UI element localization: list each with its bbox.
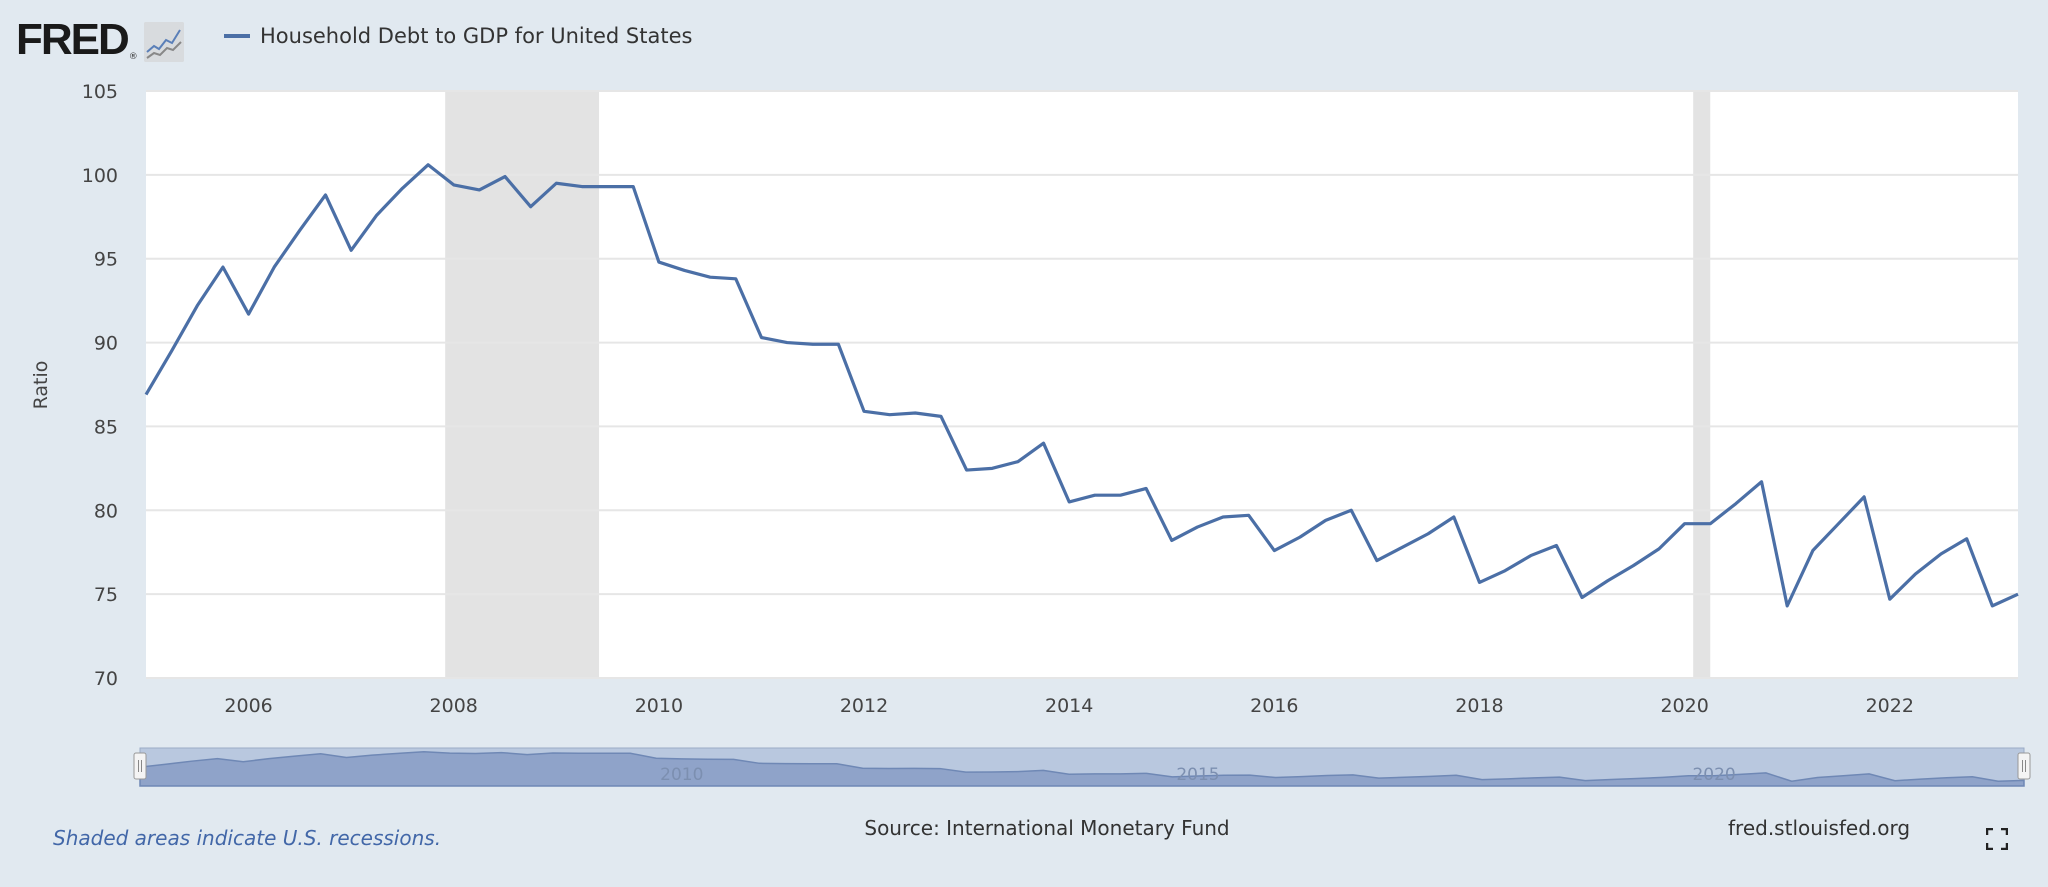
fred-logo-text: FRED <box>16 15 130 64</box>
y-tick-label: 90 <box>94 333 118 355</box>
recession-note: Shaded areas indicate U.S. recessions. <box>53 826 442 850</box>
fred-logo[interactable]: FRED ® <box>16 18 184 62</box>
navigator-handle-right[interactable] <box>2017 752 2031 780</box>
y-tick-label: 105 <box>82 81 118 103</box>
navigator-handle-left[interactable] <box>133 752 147 780</box>
navigator-label: 2020 <box>1692 765 1735 785</box>
navigator-label: 2015 <box>1176 765 1219 785</box>
chart-legend: Household Debt to GDP for United States <box>224 24 692 48</box>
source-text: Source: International Monetary Fund <box>864 816 1230 840</box>
y-tick-label: 95 <box>94 249 118 271</box>
x-tick-label: 2010 <box>635 695 683 717</box>
y-tick-label: 80 <box>94 500 118 522</box>
fullscreen-icon[interactable] <box>1986 828 2008 850</box>
y-tick-label: 75 <box>94 584 118 606</box>
y-tick-label: 85 <box>94 416 118 438</box>
y-tick-label: 70 <box>94 668 118 690</box>
recession-shade <box>1693 91 1711 678</box>
fred-url[interactable]: fred.stlouisfed.org <box>1728 816 1911 840</box>
y-axis-label: Ratio <box>30 361 52 410</box>
x-tick-label: 2018 <box>1455 695 1503 717</box>
legend-line-marker <box>224 34 250 38</box>
x-tick-label: 2020 <box>1660 695 1708 717</box>
series-line <box>144 163 2019 608</box>
x-tick-label: 2012 <box>840 695 888 717</box>
registered-mark: ® <box>128 52 138 62</box>
x-tick-label: 2014 <box>1045 695 1093 717</box>
chart-trend-icon <box>143 22 184 62</box>
y-tick-label: 100 <box>82 165 118 187</box>
x-tick-label: 2008 <box>430 695 478 717</box>
x-tick-label: 2016 <box>1250 695 1298 717</box>
recession-shade <box>445 91 600 678</box>
legend-series-title: Household Debt to GDP for United States <box>260 24 693 48</box>
x-tick-label: 2022 <box>1866 695 1914 717</box>
line-chart: 70 75 80 85 90 95 100 105 2006 2008 2010 2012 2014 20… <box>30 81 2031 787</box>
navigator-label: 2010 <box>660 765 703 785</box>
navigator-series <box>139 751 2025 787</box>
x-tick-label: 2006 <box>224 695 272 717</box>
plot-area <box>146 91 2018 678</box>
